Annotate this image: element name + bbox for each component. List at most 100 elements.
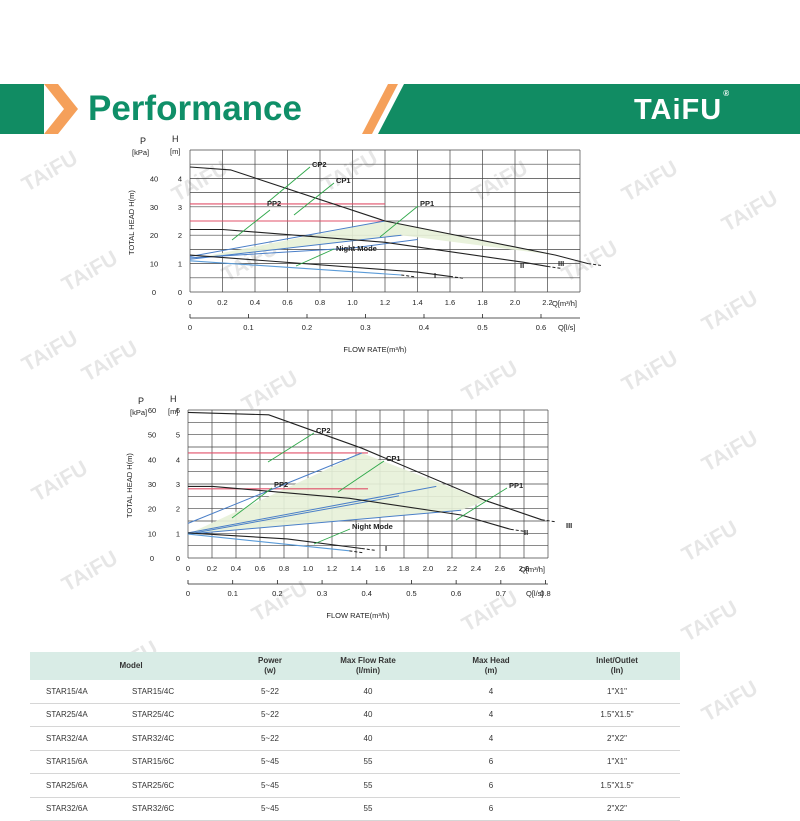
p-axis-title: P <box>140 136 146 146</box>
p-tick-label: 40 <box>150 174 158 183</box>
table-row: STAR25/4A STAR25/4C 5~22 40 4 1.5"X1.5" <box>30 703 680 727</box>
cell-inlet: 1"X1" <box>554 680 680 704</box>
cell-power: 5~22 <box>232 703 308 727</box>
p-tick-label: 30 <box>148 480 156 489</box>
label-night-mode: Night Mode <box>352 522 393 531</box>
cell-head: 6 <box>428 797 554 821</box>
cell-head: 4 <box>428 726 554 751</box>
h-axis-title: H <box>172 134 179 144</box>
cell-model-c: STAR25/4C <box>132 703 232 727</box>
cell-model-c: STAR32/4C <box>132 726 232 751</box>
x-tick-label: 1.4 <box>412 298 422 307</box>
x-tick-label: 0.8 <box>315 298 325 307</box>
cell-flow: 55 <box>308 797 428 821</box>
header-head-unit: (m) <box>484 666 498 675</box>
h-tick-label: 4 <box>176 455 180 464</box>
q-axis-label: Q[m³/h] <box>520 565 545 574</box>
h-tick-label: 5 <box>176 431 180 440</box>
curve-dash <box>349 550 364 554</box>
h-tick-label: 0 <box>176 554 180 563</box>
watermark-text: TAiFU <box>698 286 762 337</box>
label-pp1: PP1 <box>420 199 434 208</box>
ls-tick-label: 0.3 <box>360 323 370 332</box>
curve-ii <box>188 485 511 530</box>
ls-tick-label: 0.8 <box>540 589 550 598</box>
label-pp2: PP2 <box>274 480 288 489</box>
x-tick-label: 0 <box>186 564 190 573</box>
x-tick-label: 1.6 <box>375 564 385 573</box>
x-tick-label: 0.2 <box>217 298 227 307</box>
label-iii: III <box>558 259 564 268</box>
header-flow-unit: (l/min) <box>356 666 380 675</box>
cell-power: 5~45 <box>232 750 308 774</box>
x-tick-label: 1.8 <box>399 564 409 573</box>
cell-inlet: 1.5"X1.5" <box>554 703 680 727</box>
cell-model-a: STAR15/6A <box>30 750 132 774</box>
cell-power: 5~22 <box>232 726 308 751</box>
curve-dash <box>588 263 603 267</box>
curve-iii <box>187 411 542 521</box>
label-cp1: CP1 <box>336 176 351 185</box>
p-tick-label: 10 <box>150 260 158 269</box>
x-tick-label: 1.4 <box>351 564 361 573</box>
p-tick-label: 10 <box>148 529 156 538</box>
leader-line <box>293 182 335 216</box>
leader-line <box>455 487 508 521</box>
ls-tick-label: 0.4 <box>362 589 372 598</box>
table-row: STAR15/4A STAR15/4C 5~22 40 4 1"X1" <box>30 680 680 704</box>
leader-line <box>295 248 335 267</box>
ls-axis-label: Q[l/s] <box>526 589 544 598</box>
x-tick-label: 0.6 <box>282 298 292 307</box>
leader-line <box>231 487 273 519</box>
ls-tick-label: 0.6 <box>451 589 461 598</box>
x-tick-label: 2.4 <box>471 564 481 573</box>
page-title: Performance <box>88 89 302 128</box>
x-tick-label: 2.0 <box>423 564 433 573</box>
leader-line <box>337 460 385 493</box>
cell-power: 5~22 <box>232 680 308 704</box>
x-tick-label: 0.2 <box>207 564 217 573</box>
curve-dash <box>541 519 556 523</box>
label-pp2: PP2 <box>267 199 281 208</box>
pp-line <box>187 509 462 535</box>
p-tick-label: 30 <box>150 203 158 212</box>
cell-flow: 40 <box>308 726 428 751</box>
x-tick-label: 0 <box>188 298 192 307</box>
x-tick-label: 2.0 <box>510 298 520 307</box>
curve-night-mode <box>187 533 350 552</box>
cell-flow: 55 <box>308 750 428 774</box>
label-pp1: PP1 <box>509 481 523 490</box>
cell-inlet: 2"X2" <box>554 726 680 751</box>
h-axis-unit: [m] <box>170 147 180 156</box>
leader-line <box>231 209 271 241</box>
leader-line <box>313 528 351 545</box>
ls-tick-label: 0.1 <box>227 589 237 598</box>
p-axis-unit: [kPa] <box>130 408 147 417</box>
total-head-label: TOTAL HEAD H(m) <box>127 190 136 255</box>
cell-model-a: STAR15/4A <box>30 680 132 704</box>
header-inlet-label: Inlet/Outlet <box>596 656 638 665</box>
p-tick-label: 40 <box>148 455 156 464</box>
cell-head: 6 <box>428 773 554 798</box>
watermark-text: TAiFU <box>678 516 742 567</box>
h-tick-label: 3 <box>178 203 182 212</box>
header-inlet: Inlet/Outlet (In) <box>554 652 680 680</box>
header-power-unit: (w) <box>264 666 276 675</box>
header-head: Max Head (m) <box>428 652 554 680</box>
label-ii: II <box>520 261 524 270</box>
x-axis-title: FLOW RATE(m³/h) <box>343 345 407 354</box>
cell-model-a: STAR32/4A <box>30 726 132 751</box>
h-tick-label: 6 <box>176 406 180 415</box>
h-axis-title: H <box>170 394 177 404</box>
ls-tick-label: 0.1 <box>243 323 253 332</box>
header-inlet-unit: (In) <box>610 666 624 675</box>
cell-head: 6 <box>428 750 554 774</box>
watermark-text: TAiFU <box>618 346 682 397</box>
ls-tick-label: 0.3 <box>317 589 327 598</box>
curve-dash <box>510 528 525 532</box>
h-tick-label: 1 <box>176 529 180 538</box>
x-tick-label: 2.2 <box>542 298 552 307</box>
curve-i <box>189 254 451 277</box>
p-tick-label: 50 <box>148 431 156 440</box>
